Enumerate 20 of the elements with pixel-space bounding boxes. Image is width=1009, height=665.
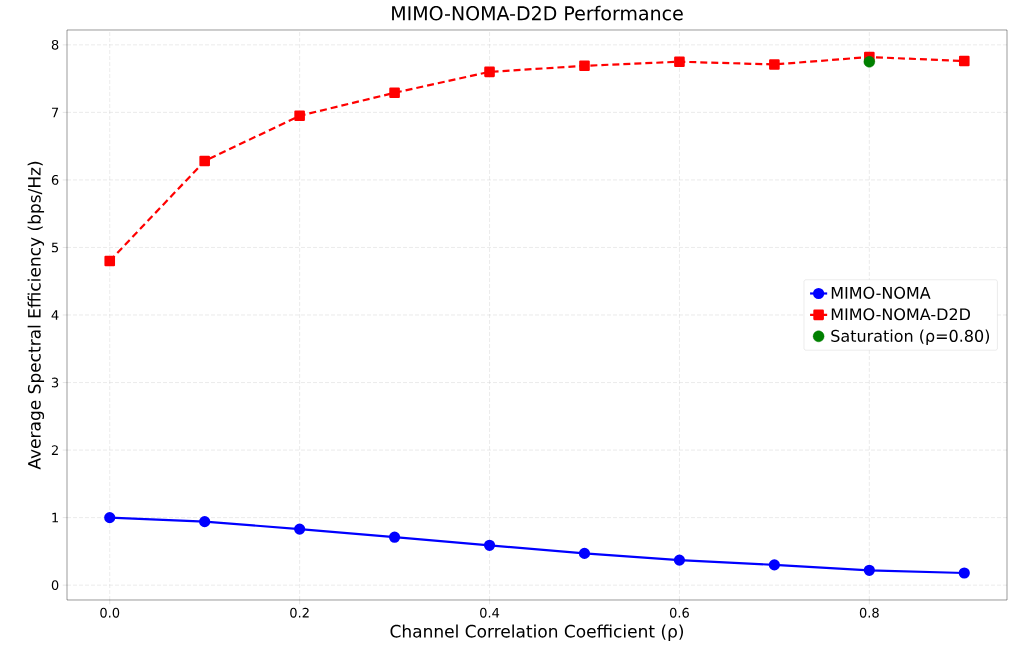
x-axis-title: Channel Correlation Coefficient (ρ) xyxy=(390,624,684,641)
y-tick-label: 4 xyxy=(51,310,59,320)
chart-title: MIMO-NOMA-D2D Performance xyxy=(392,5,683,21)
y-tick-label: 7 xyxy=(52,107,59,118)
y-tick-label: 1 xyxy=(52,512,59,523)
y-tick-label: 0 xyxy=(51,580,59,591)
x-tick-label: 0.8 xyxy=(859,607,879,618)
legend-label: Saturation (ρ=0.80) xyxy=(831,329,990,346)
y-tick-label: 3 xyxy=(51,377,59,388)
y-tick-label: 5 xyxy=(51,242,59,253)
y-tick-label: 6 xyxy=(51,175,59,185)
x-tick-label: 0.4 xyxy=(480,607,500,618)
x-tick-label: 0.2 xyxy=(290,607,309,618)
legend-label: MIMO-NOMA-D2D xyxy=(831,308,970,321)
y-axis-title: Average Spectral Efficiency (bps/Hz) xyxy=(27,161,45,470)
y-tick-label: 8 xyxy=(51,39,59,50)
legend-label: MIMO-NOMA xyxy=(831,286,931,299)
x-tick-label: 0.6 xyxy=(669,607,689,618)
y-tick-label: 2 xyxy=(51,445,58,455)
x-tick-label: 0.0 xyxy=(100,607,120,618)
